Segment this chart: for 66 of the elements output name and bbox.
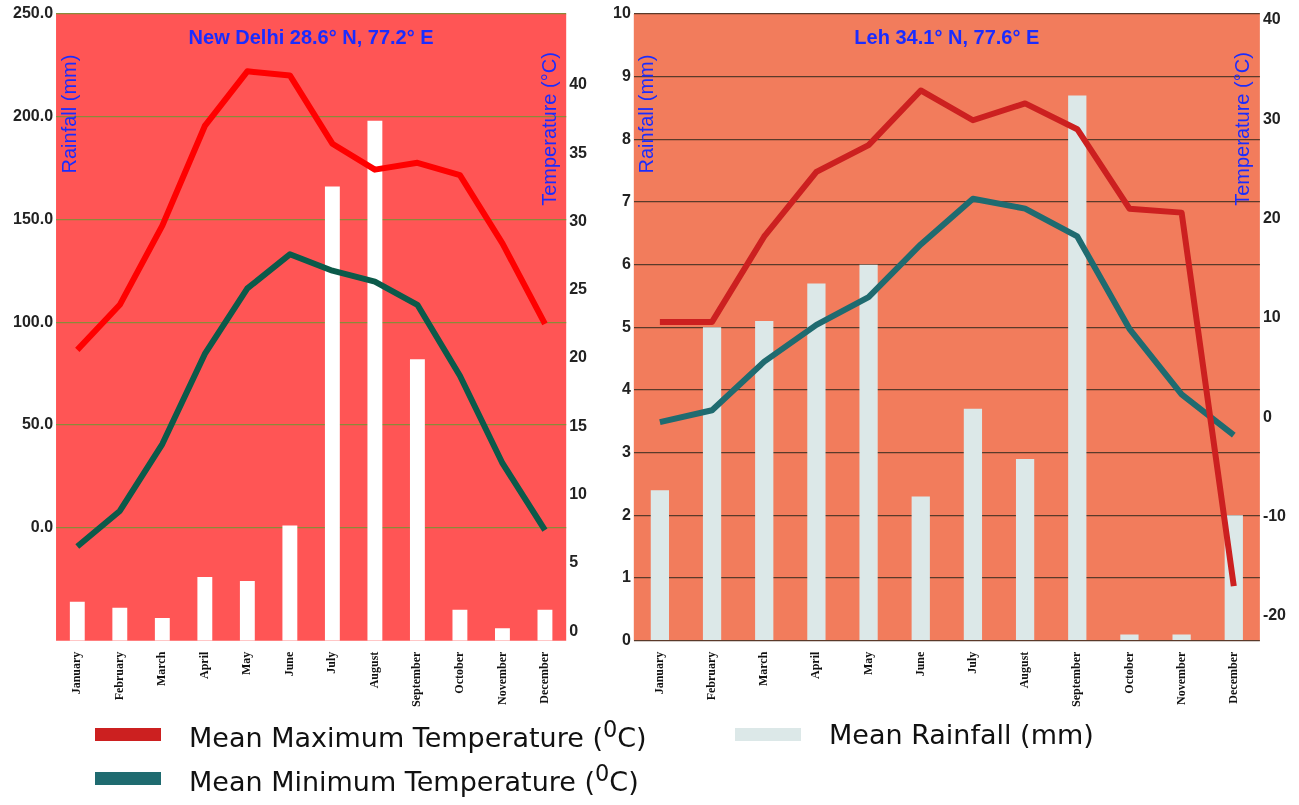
- y2-tick-label: 15: [569, 416, 588, 434]
- x-tick-label: February: [111, 651, 126, 701]
- y2-tick-label: 10: [569, 485, 588, 502]
- x-tick-label: July: [965, 651, 980, 674]
- x-tick-label: January: [651, 651, 666, 695]
- y-tick-label: 4: [621, 380, 631, 398]
- y2-tick-label: 35: [569, 143, 588, 161]
- y-tick-label: 2: [621, 505, 631, 523]
- y-axis-title: Rainfall (mm): [635, 54, 658, 174]
- x-tick-label: July: [324, 651, 339, 674]
- y-tick-label: 7: [621, 192, 631, 210]
- legend-label: Mean Rainfall (mm): [829, 718, 1094, 750]
- y2-tick-label: -10: [1262, 506, 1287, 524]
- y2-tick-label: -20: [1262, 606, 1287, 624]
- x-tick-label: January: [69, 651, 84, 695]
- x-tick-label: March: [154, 651, 169, 687]
- y-tick-label: 0: [621, 631, 631, 649]
- y-tick-label: 200.0: [12, 107, 54, 125]
- legend-label: Mean Minimum Temperature ($^{0}$C): [189, 759, 639, 797]
- y2-axis-title: Temperature (°C): [537, 52, 560, 206]
- x-tick-label: September: [409, 651, 424, 708]
- legend-label: Mean Maximum Temperature ($^{0}$C): [189, 715, 647, 753]
- y2-tick-label: 30: [1262, 109, 1281, 127]
- y-tick-label: 3: [621, 443, 631, 461]
- y-tick-label: 9: [621, 67, 631, 85]
- y-tick-label: 6: [621, 255, 631, 273]
- y-tick-label: 50.0: [21, 415, 54, 433]
- x-tick-label: March: [756, 651, 771, 687]
- x-tick-label: September: [1069, 651, 1084, 708]
- x-tick-label: December: [1225, 651, 1240, 704]
- x-tick-label: April: [196, 651, 211, 680]
- y-tick-label: 1: [621, 568, 631, 586]
- x-tick-label: February: [704, 651, 719, 701]
- y2-tick-label: 40: [569, 75, 588, 93]
- x-tick-label: November: [1173, 651, 1188, 706]
- x-tick-label: August: [1017, 651, 1032, 689]
- x-tick-label: November: [494, 651, 509, 706]
- y-tick-label: 8: [621, 129, 631, 147]
- x-tick-label: August: [366, 651, 381, 689]
- y2-tick-label: 5: [569, 553, 579, 571]
- y2-tick-label: 30: [569, 211, 588, 229]
- y-tick-label: 5: [621, 317, 631, 335]
- x-tick-label: May: [860, 651, 875, 676]
- y2-axis-title: Temperature (°C): [1231, 52, 1254, 206]
- x-tick-label: October: [452, 651, 467, 694]
- y-axis-title: Rainfall (mm): [57, 54, 80, 174]
- x-tick-label: June: [281, 651, 296, 677]
- y-tick-label: 100.0: [12, 312, 54, 330]
- y-tick-label: 0.0: [30, 518, 54, 536]
- y2-tick-label: 0: [569, 621, 579, 639]
- y-tick-label: 250.0: [12, 4, 54, 22]
- x-tick-label: October: [1121, 651, 1136, 694]
- x-tick-label: June: [912, 651, 927, 677]
- x-tick-label: December: [537, 651, 552, 704]
- y2-tick-label: 20: [1262, 209, 1281, 226]
- x-tick-label: May: [239, 651, 254, 676]
- y2-tick-label: 40: [1262, 10, 1281, 28]
- y2-tick-label: 10: [1262, 308, 1281, 326]
- y-tick-label: 10: [613, 4, 631, 22]
- x-tick-label: April: [808, 651, 823, 680]
- y2-tick-label: 25: [569, 280, 588, 298]
- y2-tick-label: 20: [569, 348, 588, 366]
- text: New Delhi 28.6° N, 77.2° E: [188, 25, 434, 48]
- y2-tick-label: 0: [1262, 407, 1272, 425]
- y-tick-label: 150.0: [12, 209, 54, 227]
- text: Leh 34.1° N, 77.6° E: [854, 25, 1040, 48]
